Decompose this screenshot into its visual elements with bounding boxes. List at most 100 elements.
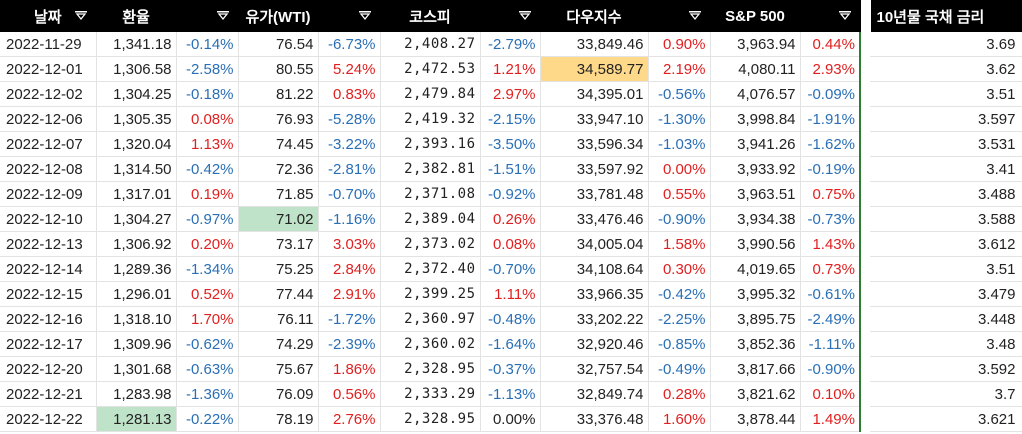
cell-fx-change[interactable]: -0.14% bbox=[176, 32, 239, 57]
cell-kospi[interactable]: 2,360.02 bbox=[380, 331, 481, 357]
cell-kospi[interactable]: 2,399.25 bbox=[380, 281, 481, 307]
cell-date[interactable]: 2022-12-02 bbox=[0, 81, 97, 107]
cell-bond[interactable]: 3.48 bbox=[870, 331, 1022, 357]
cell-bond[interactable]: 3.51 bbox=[870, 81, 1022, 107]
cell-fx[interactable]: 1,309.96 bbox=[96, 331, 177, 357]
cell-bond[interactable]: 3.7 bbox=[870, 381, 1022, 407]
cell-dow[interactable]: 32,849.74 bbox=[540, 381, 649, 407]
cell-date[interactable]: 2022-12-17 bbox=[0, 331, 97, 357]
cell-kospi[interactable]: 2,328.95 bbox=[380, 406, 481, 432]
cell-bond[interactable]: 3.69 bbox=[870, 32, 1022, 57]
cell-kospi[interactable]: 2,372.40 bbox=[380, 256, 481, 282]
cell-bond[interactable]: 3.597 bbox=[870, 106, 1022, 132]
cell-dow[interactable]: 33,966.35 bbox=[540, 281, 649, 307]
cell-sp500[interactable]: 3,817.66 bbox=[710, 356, 801, 382]
cell-oil-change[interactable]: -1.16% bbox=[318, 206, 381, 232]
cell-kospi[interactable]: 2,328.95 bbox=[380, 356, 481, 382]
cell-oil[interactable]: 80.55 bbox=[238, 56, 319, 82]
cell-dow-change[interactable]: -0.90% bbox=[648, 206, 711, 232]
cell-dow-change[interactable]: -2.25% bbox=[648, 306, 711, 332]
cell-kospi-change[interactable]: 1.21% bbox=[480, 56, 541, 82]
cell-fx[interactable]: 1,318.10 bbox=[96, 306, 177, 332]
cell-oil-change[interactable]: -0.70% bbox=[318, 181, 381, 207]
cell-oil[interactable]: 74.45 bbox=[238, 131, 319, 157]
cell-sp500-change[interactable]: 0.44% bbox=[800, 32, 861, 57]
cell-dow[interactable]: 32,757.54 bbox=[540, 356, 649, 382]
cell-date[interactable]: 2022-12-22 bbox=[0, 406, 97, 432]
cell-fx[interactable]: 1,304.27 bbox=[96, 206, 177, 232]
cell-kospi[interactable]: 2,408.27 bbox=[380, 32, 481, 57]
cell-sp500[interactable]: 3,941.26 bbox=[710, 131, 801, 157]
cell-kospi[interactable]: 2,360.97 bbox=[380, 306, 481, 332]
cell-sp500-change[interactable]: 0.75% bbox=[800, 181, 861, 207]
cell-oil[interactable]: 74.29 bbox=[238, 331, 319, 357]
cell-dow-change[interactable]: 2.19% bbox=[648, 56, 711, 82]
cell-fx[interactable]: 1,281.13 bbox=[96, 406, 177, 432]
cell-fx[interactable]: 1,289.36 bbox=[96, 256, 177, 282]
cell-oil-change[interactable]: -2.39% bbox=[318, 331, 381, 357]
cell-oil-change[interactable]: -3.22% bbox=[318, 131, 381, 157]
cell-dow[interactable]: 34,108.64 bbox=[540, 256, 649, 282]
cell-sp500-change[interactable]: -1.62% bbox=[800, 131, 861, 157]
cell-fx-change[interactable]: -0.22% bbox=[176, 406, 239, 432]
cell-kospi[interactable]: 2,479.84 bbox=[380, 81, 481, 107]
cell-fx-change[interactable]: 0.08% bbox=[176, 106, 239, 132]
cell-sp500-change[interactable]: -2.49% bbox=[800, 306, 861, 332]
cell-kospi-change[interactable]: -3.50% bbox=[480, 131, 541, 157]
cell-oil[interactable]: 76.54 bbox=[238, 32, 319, 57]
cell-oil-change[interactable]: 0.56% bbox=[318, 381, 381, 407]
cell-bond[interactable]: 3.62 bbox=[870, 56, 1022, 82]
cell-dow-change[interactable]: -0.49% bbox=[648, 356, 711, 382]
cell-sp500-change[interactable]: 1.49% bbox=[800, 406, 861, 432]
cell-sp500[interactable]: 3,995.32 bbox=[710, 281, 801, 307]
cell-dow[interactable]: 34,395.01 bbox=[540, 81, 649, 107]
cell-fx-change[interactable]: -0.18% bbox=[176, 81, 239, 107]
cell-fx-change[interactable]: 0.52% bbox=[176, 281, 239, 307]
cell-kospi-change[interactable]: -0.70% bbox=[480, 256, 541, 282]
cell-dow[interactable]: 33,849.46 bbox=[540, 32, 649, 57]
cell-sp500[interactable]: 3,933.92 bbox=[710, 156, 801, 182]
cell-fx[interactable]: 1,283.98 bbox=[96, 381, 177, 407]
cell-fx-change[interactable]: -0.97% bbox=[176, 206, 239, 232]
cell-oil[interactable]: 71.02 bbox=[238, 206, 319, 232]
cell-kospi-change[interactable]: -0.48% bbox=[480, 306, 541, 332]
cell-kospi-change[interactable]: -0.37% bbox=[480, 356, 541, 382]
cell-kospi[interactable]: 2,373.02 bbox=[380, 231, 481, 257]
cell-dow-change[interactable]: -0.42% bbox=[648, 281, 711, 307]
cell-date[interactable]: 2022-12-10 bbox=[0, 206, 97, 232]
cell-fx[interactable]: 1,306.92 bbox=[96, 231, 177, 257]
cell-oil-change[interactable]: 0.83% bbox=[318, 81, 381, 107]
cell-dow[interactable]: 32,920.46 bbox=[540, 331, 649, 357]
cell-oil[interactable]: 71.85 bbox=[238, 181, 319, 207]
cell-bond[interactable]: 3.531 bbox=[870, 131, 1022, 157]
cell-bond[interactable]: 3.479 bbox=[870, 281, 1022, 307]
cell-date[interactable]: 2022-12-20 bbox=[0, 356, 97, 382]
cell-sp500-change[interactable]: -1.11% bbox=[800, 331, 861, 357]
cell-oil[interactable]: 76.93 bbox=[238, 106, 319, 132]
cell-fx[interactable]: 1,301.68 bbox=[96, 356, 177, 382]
cell-bond[interactable]: 3.592 bbox=[870, 356, 1022, 382]
cell-sp500-change[interactable]: 0.73% bbox=[800, 256, 861, 282]
cell-sp500[interactable]: 4,019.65 bbox=[710, 256, 801, 282]
cell-sp500-change[interactable]: -0.61% bbox=[800, 281, 861, 307]
cell-kospi-change[interactable]: -2.79% bbox=[480, 32, 541, 57]
cell-fx-change[interactable]: -1.34% bbox=[176, 256, 239, 282]
cell-date[interactable]: 2022-12-01 bbox=[0, 56, 97, 82]
cell-oil-change[interactable]: 2.76% bbox=[318, 406, 381, 432]
cell-fx-change[interactable]: -2.58% bbox=[176, 56, 239, 82]
cell-bond[interactable]: 3.41 bbox=[870, 156, 1022, 182]
cell-kospi-change[interactable]: -1.64% bbox=[480, 331, 541, 357]
cell-date[interactable]: 2022-11-29 bbox=[0, 32, 97, 57]
cell-oil-change[interactable]: -6.73% bbox=[318, 32, 381, 57]
cell-kospi[interactable]: 2,371.08 bbox=[380, 181, 481, 207]
cell-kospi[interactable]: 2,472.53 bbox=[380, 56, 481, 82]
cell-sp500[interactable]: 3,821.62 bbox=[710, 381, 801, 407]
cell-bond[interactable]: 3.448 bbox=[870, 306, 1022, 332]
cell-fx-change[interactable]: 1.70% bbox=[176, 306, 239, 332]
cell-sp500-change[interactable]: -1.91% bbox=[800, 106, 861, 132]
cell-dow-change[interactable]: 0.30% bbox=[648, 256, 711, 282]
filter-dropdown-icon[interactable] bbox=[688, 9, 702, 23]
cell-kospi-change[interactable]: -1.13% bbox=[480, 381, 541, 407]
cell-oil-change[interactable]: -2.81% bbox=[318, 156, 381, 182]
filter-dropdown-icon[interactable] bbox=[216, 9, 230, 23]
